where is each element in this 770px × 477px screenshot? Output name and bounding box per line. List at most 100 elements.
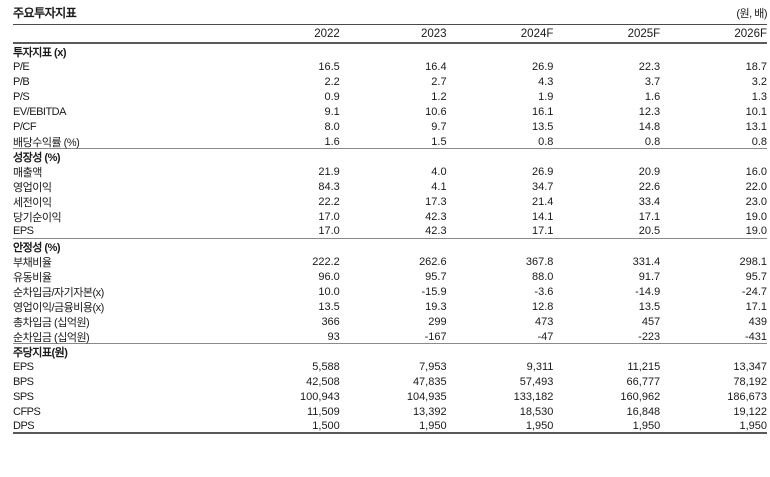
- row-label: P/B: [13, 75, 30, 88]
- year-header-row: 2022 2023 2024F 2025F 2026F: [13, 25, 767, 44]
- column-header-2026F: 2026F: [734, 27, 767, 40]
- table-body: 투자지표 (x) P/E 16.5 16.4 26.9 22.3 18.7 P/B 2.2 2.7…: [13, 44, 767, 434]
- cell-value: 34.7: [531, 181, 554, 193]
- column-header-2025F: 2025F: [627, 27, 661, 40]
- cell-value: 95.7: [425, 271, 447, 283]
- cell-value: 104,935: [406, 390, 447, 403]
- cell-value: 4.3: [538, 75, 554, 88]
- cell-value: 2.2: [324, 75, 340, 88]
- cell-value: 88.0: [531, 271, 554, 283]
- cell-value: 1,500: [312, 419, 340, 432]
- cell-value: 93: [327, 331, 340, 343]
- cell-value: 0.9: [324, 90, 340, 103]
- cell-value: 13,392: [412, 405, 447, 418]
- row-label: EV/EBITDA: [13, 105, 66, 118]
- section-header: 투자지표 (x): [13, 44, 767, 59]
- cell-value: 1,950: [525, 419, 554, 432]
- table-row: 당기순이익 17.0 42.3 14.1 17.1 19.0: [13, 209, 767, 224]
- cell-value: 95.7: [745, 271, 767, 283]
- cell-value: 47,835: [412, 375, 447, 388]
- table-row: 영업이익 84.3 4.1 34.7 22.6 22.0: [13, 179, 767, 194]
- cell-value: 22.0: [745, 181, 767, 193]
- cell-value: 0.8: [644, 136, 661, 148]
- table-row: P/S 0.9 1.2 1.9 1.6 1.3: [13, 89, 767, 104]
- cell-value: 13,347: [733, 360, 767, 373]
- row-label: 영업이익: [13, 182, 52, 194]
- cell-value: 3.2: [751, 75, 767, 88]
- cell-value: 42.3: [425, 225, 447, 237]
- cell-value: 17.3: [425, 196, 447, 208]
- table-row: SPS 100,943 104,935 133,182 160,962 186,673: [13, 389, 767, 404]
- section-title: 성장성 (%): [13, 152, 61, 164]
- cell-value: -223: [638, 331, 661, 343]
- cell-value: -15.9: [421, 286, 447, 298]
- page-title: 주요투자지표: [13, 6, 77, 20]
- cell-value: 298.1: [739, 256, 767, 268]
- cell-value: 439: [748, 316, 767, 328]
- table-row: EPS 5,588 7,953 9,311 11,215 13,347: [13, 359, 767, 374]
- table-row: 매출액 21.9 4.0 26.9 20.9 16.0: [13, 164, 767, 179]
- cell-value: 13.1: [745, 120, 767, 133]
- cell-value: 367.8: [525, 256, 554, 268]
- cell-value: 19.0: [745, 211, 767, 223]
- row-label: 순차입금/자기자본(x): [13, 287, 104, 299]
- cell-value: 13.5: [638, 301, 661, 313]
- cell-value: 16.4: [425, 60, 447, 73]
- table-row: P/CF 8.0 9.7 13.5 14.8 13.1: [13, 119, 767, 134]
- row-label: 순차입금 (십억원): [13, 332, 90, 344]
- cell-value: 133,182: [513, 390, 554, 403]
- cell-value: 17.0: [318, 211, 340, 223]
- cell-value: 57,493: [519, 375, 554, 388]
- cell-value: 10.0: [318, 286, 340, 298]
- row-label: 영업이익/금융비용(x): [13, 302, 104, 314]
- table-row: 순차입금/자기자본(x) 10.0 -15.9 -3.6 -14.9 -24.7: [13, 284, 767, 299]
- cell-value: 5,588: [312, 360, 340, 373]
- cell-value: 13.5: [318, 301, 340, 313]
- row-label: P/S: [13, 90, 30, 103]
- table-row: CFPS 11,509 13,392 18,530 16,848 19,122: [13, 404, 767, 419]
- cell-value: 2.7: [431, 75, 447, 88]
- row-label: 부채비율: [13, 257, 52, 269]
- cell-value: 366: [321, 316, 340, 328]
- row-label: 세전이익: [13, 197, 52, 209]
- cell-value: 1.9: [538, 90, 554, 103]
- cell-value: 14.8: [638, 120, 661, 133]
- cell-value: 3.7: [644, 75, 661, 88]
- cell-value: 11,509: [306, 405, 340, 418]
- cell-value: 66,777: [626, 375, 661, 388]
- cell-value: 20.9: [638, 166, 661, 178]
- row-label: 배당수익률 (%): [13, 137, 80, 149]
- cell-value: 26.9: [531, 166, 554, 178]
- cell-value: 0.8: [751, 136, 767, 148]
- cell-value: -3.6: [534, 286, 554, 298]
- table-row: 유동비율 96.0 95.7 88.0 91.7 95.7: [13, 269, 767, 284]
- cell-value: 10.1: [745, 105, 767, 118]
- cell-value: 100,943: [300, 390, 340, 403]
- cell-value: 262.6: [419, 256, 447, 268]
- cell-value: 9.7: [431, 120, 447, 133]
- cell-value: 10.6: [425, 105, 447, 118]
- section-title: 투자지표 (x): [13, 47, 66, 59]
- cell-value: 18,530: [519, 405, 554, 418]
- cell-value: 9.1: [324, 105, 340, 118]
- cell-value: 1.2: [431, 90, 447, 103]
- table-title-row: 주요투자지표 (원, 배): [13, 4, 767, 25]
- row-label: BPS: [13, 375, 34, 388]
- cell-value: 23.0: [745, 196, 767, 208]
- row-label: EPS: [13, 360, 34, 373]
- cell-value: -167: [424, 331, 447, 343]
- cell-value: 17.0: [318, 225, 340, 237]
- table-row: BPS 42,508 47,835 57,493 66,777 78,192: [13, 374, 767, 389]
- table-row: P/E 16.5 16.4 26.9 22.3 18.7: [13, 59, 767, 74]
- cell-value: 1,950: [419, 419, 447, 432]
- column-header-2023: 2023: [421, 27, 447, 40]
- cell-value: 4.0: [431, 166, 447, 178]
- table-row: 영업이익/금융비용(x) 13.5 19.3 12.8 13.5 17.1: [13, 299, 767, 314]
- cell-value: 457: [641, 316, 661, 328]
- cell-value: -14.9: [635, 286, 661, 298]
- cell-value: 78,192: [733, 375, 767, 388]
- cell-value: 22.2: [318, 196, 340, 208]
- cell-value: 42,508: [306, 375, 340, 388]
- table-row: 배당수익률 (%) 1.6 1.5 0.8 0.8 0.8: [13, 134, 767, 149]
- cell-value: 20.5: [638, 225, 661, 237]
